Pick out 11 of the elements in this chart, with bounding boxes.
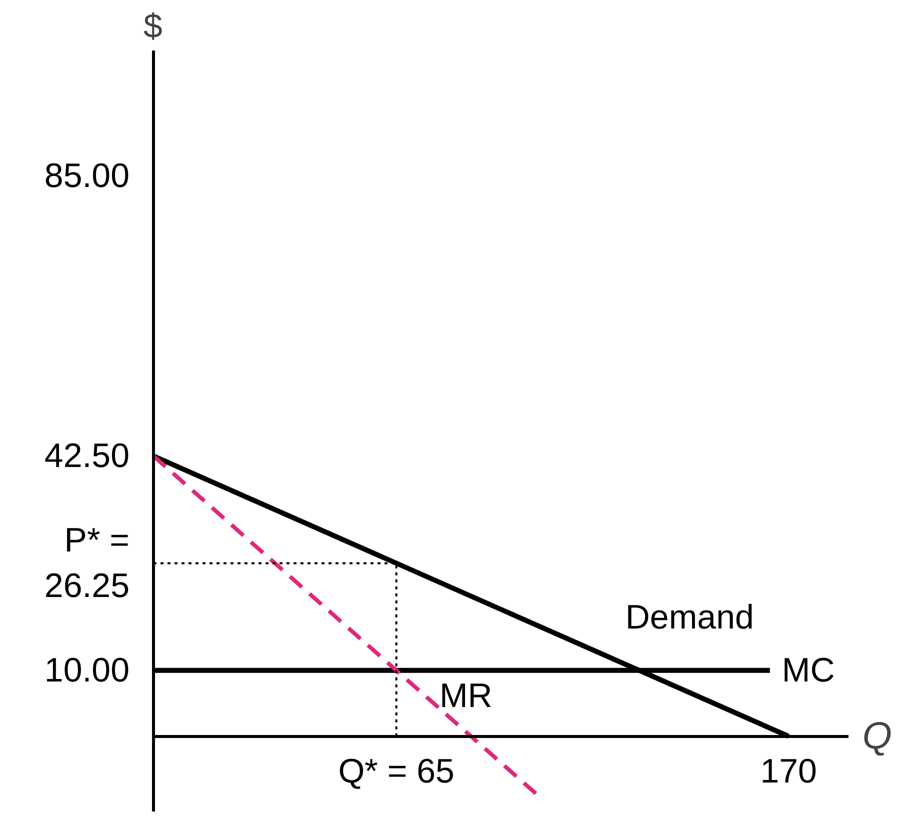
y-tick-label: 85.00 — [44, 156, 130, 195]
x-axis-title: Q — [862, 715, 892, 758]
x-tick-label: Q* = 65 — [338, 752, 454, 790]
y-tick-label: P* = 26.25 — [44, 521, 130, 606]
x-tick-label: 170 — [760, 752, 817, 790]
series-label: MC — [782, 651, 835, 690]
series-label: MR — [439, 677, 492, 716]
y-axis-title: $ — [144, 8, 162, 46]
series-label: Demand — [625, 598, 754, 637]
y-tick-label: 10.00 — [44, 651, 130, 690]
y-tick-label: 42.50 — [44, 437, 130, 476]
